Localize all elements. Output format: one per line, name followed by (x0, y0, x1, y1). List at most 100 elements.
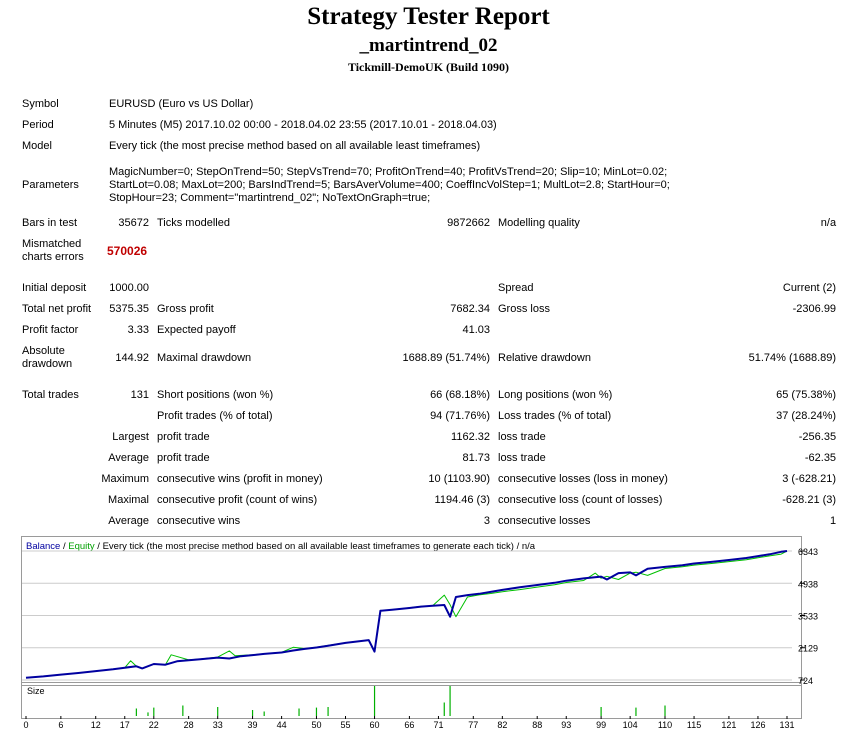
relative-drawdown-value: 51.74% (1688.89) (748, 351, 837, 364)
avg-cons-wins-label: consecutive wins (157, 515, 241, 527)
total-trades-label: Total trades (22, 389, 79, 401)
maximal-drawdown-value: 1688.89 (51.74%) (402, 351, 490, 364)
gross-loss-label: Gross loss (498, 303, 550, 315)
spread-value: Current (2) (782, 282, 837, 294)
size-label: Size (27, 686, 45, 696)
y-tick-labels: 6343 4938 3533 2129 724 (798, 547, 818, 686)
chart-grid (22, 550, 805, 719)
largest-row: Largest profit trade 1162.32 loss trade … (18, 427, 840, 448)
drawdown-row: Absolute drawdown 144.92 Maximal drawdown… (18, 341, 840, 375)
x-tick-label: 55 (340, 720, 350, 730)
average-profit-value: 81.73 (462, 452, 490, 464)
x-tick-labels: 0 6 12 17 22 28 33 39 44 50 55 60 66 71 77 82 88 93 99 104 1… (23, 720, 794, 730)
maximal-drawdown-label: Maximal drawdown (157, 351, 252, 364)
maximal-cons-loss-label: consecutive loss (count of losses) (498, 494, 663, 506)
x-tick-label: 88 (532, 720, 542, 730)
average-label: Average (108, 452, 149, 464)
x-tick-label: 28 (184, 720, 194, 730)
absolute-drawdown-value: 144.92 (115, 351, 149, 364)
gross-profit-value: 7682.34 (450, 303, 490, 315)
parameters-value: MagicNumber=0; StepOnTrend=50; StepVsTre… (109, 165, 670, 204)
profit-factor-row: Profit factor 3.33 Expected payoff 41.03 (18, 320, 840, 341)
x-tick-label: 22 (149, 720, 159, 730)
quality-value: n/a (820, 217, 837, 229)
report-title: Strategy Tester Report (307, 3, 550, 30)
largest-profit-label: profit trade (157, 431, 210, 443)
absolute-drawdown-label-line1: Absolute (22, 345, 65, 357)
average-loss-value: -62.35 (804, 452, 837, 464)
total-trades-row: Total trades 131 Short positions (won %)… (18, 385, 840, 406)
largest-profit-value: 1162.32 (451, 431, 490, 443)
loss-trades-value: 37 (28.24%) (776, 410, 837, 422)
model-value: Every tick (the most precise method base… (109, 140, 481, 152)
legend-sep: / (60, 541, 68, 552)
x-tick-label: 99 (596, 720, 606, 730)
x-tick-label: 71 (433, 720, 443, 730)
gross-loss-value: -2306.99 (792, 303, 837, 315)
parameters-row: Parameters MagicNumber=0; StepOnTrend=50… (18, 157, 840, 213)
x-tick-label: 131 (779, 720, 794, 730)
avg-cons-losses-value: 1 (829, 515, 837, 527)
chart-legend: Balance / Equity / Every tick (the most … (26, 541, 536, 552)
server-build: Tickmill-DemoUK (Build 1090) (347, 60, 510, 74)
symbol-label: Symbol (22, 98, 59, 110)
report-table: Symbol EURUSD (Euro vs US Dollar) Period… (18, 94, 840, 532)
short-positions-label: Short positions (won %) (157, 389, 274, 401)
period-row: Period 5 Minutes (M5) 2017.10.02 00:00 -… (18, 115, 840, 136)
profit-factor-value: 3.33 (127, 324, 149, 336)
average-loss-label: loss trade (498, 452, 546, 464)
average-profit-label: profit trade (157, 452, 210, 464)
x-tick-label: 50 (311, 720, 321, 730)
y-tick-label: 6343 (798, 547, 818, 557)
max-cons-losses-value: 3 (-628.21) (782, 473, 837, 485)
ticks-value: 9872662 (447, 217, 490, 229)
bars-row: Bars in test 35672 Ticks modelled 987266… (18, 213, 840, 234)
deposit-value: 1000.00 (109, 282, 149, 294)
x-tick-label: 66 (404, 720, 414, 730)
max-cons-wins-value: 10 (1103.90) (428, 473, 490, 485)
bars-label: Bars in test (22, 217, 78, 229)
profit-factor-label: Profit factor (22, 324, 79, 336)
absolute-drawdown-label: Absolute drawdown (18, 341, 105, 375)
bars-value: 35672 (118, 217, 149, 229)
average-row: Average profit trade 81.73 loss trade -6… (18, 448, 840, 469)
x-tick-label: 77 (468, 720, 478, 730)
average-cons-label: Average (108, 515, 149, 527)
mismatched-label-line2: charts errors (22, 251, 84, 263)
legend-equity: Equity (68, 541, 95, 552)
profit-trades-label: Profit trades (% of total) (157, 410, 273, 422)
profit-trades-value: 94 (71.76%) (430, 410, 490, 422)
long-positions-label: Long positions (won %) (498, 389, 613, 401)
model-row: Model Every tick (the most precise metho… (18, 136, 840, 157)
mismatched-label-line1: Mismatched (22, 238, 82, 250)
net-profit-row: Total net profit 5375.35 Gross profit 76… (18, 299, 840, 320)
avg-cons-wins-value: 3 (483, 515, 490, 527)
ticks-label: Ticks modelled (157, 217, 230, 229)
x-tick-label: 12 (91, 720, 101, 730)
x-tick-label: 121 (721, 720, 736, 730)
chart-lines (25, 550, 788, 679)
x-tick-label: 17 (120, 720, 130, 730)
svg-text:Balance / Equity / Every tick: Balance / Equity / Every tick (the most … (26, 541, 536, 552)
loss-trades-label: Loss trades (% of total) (498, 410, 612, 422)
max-cons-wins-label: consecutive wins (profit in money) (157, 473, 323, 485)
relative-drawdown-label: Relative drawdown (498, 351, 591, 364)
absolute-drawdown-label-line2: drawdown (22, 358, 73, 370)
maximal-label: Maximal (108, 494, 149, 506)
mismatched-row: Mismatched charts errors 570026 (18, 234, 840, 268)
long-positions-value: 65 (75.38%) (776, 389, 837, 401)
x-tick-label: 110 (658, 720, 672, 730)
equity-line (25, 550, 788, 679)
size-chart-frame (21, 682, 802, 719)
maximal-cons-profit-label: consecutive profit (count of wins) (157, 494, 318, 506)
deposit-row: Initial deposit 1000.00 Spread Current (… (18, 278, 840, 299)
x-tick-label: 33 (213, 720, 223, 730)
maximal-cons-loss-value: -628.21 (3) (782, 494, 837, 506)
avg-cons-losses-label: consecutive losses (498, 515, 591, 527)
x-tick-label: 126 (750, 720, 765, 730)
mismatched-label: Mismatched charts errors (18, 234, 105, 268)
period-label: Period (22, 119, 54, 131)
gross-profit-label: Gross profit (157, 303, 214, 315)
symbol-row: Symbol EURUSD (Euro vs US Dollar) (18, 94, 840, 115)
maximum-row: Maximum consecutive wins (profit in mone… (18, 469, 840, 490)
